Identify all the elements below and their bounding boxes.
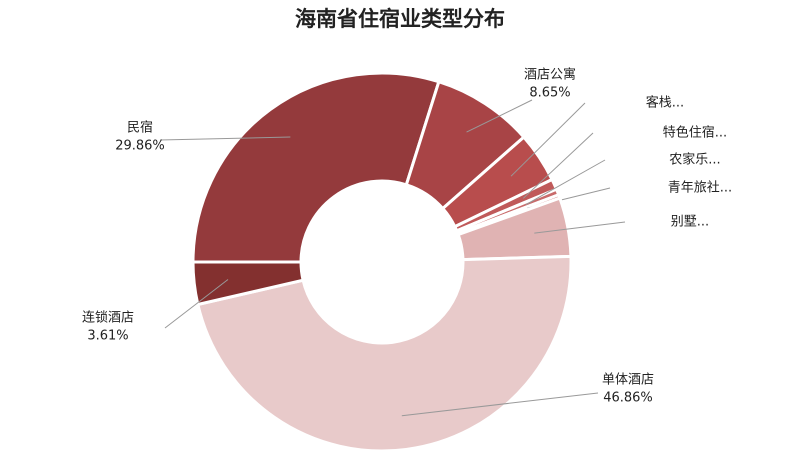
value-label: 8.65%	[529, 86, 570, 101]
slice	[196, 254, 573, 453]
category-label: 特色住宿...	[663, 125, 727, 141]
leader-line	[510, 102, 586, 177]
value-label: 3.61%	[87, 329, 128, 344]
category-label: 酒店公寓	[524, 67, 576, 83]
category-label: 农家乐...	[669, 152, 720, 168]
leader-line	[401, 392, 599, 417]
category-label: 连锁酒店	[82, 310, 134, 326]
category-label: 民宿	[127, 120, 153, 136]
leader-line	[164, 279, 229, 329]
value-label: 29.86%	[115, 139, 165, 154]
leader-line	[159, 136, 291, 141]
slice	[191, 260, 305, 307]
leader-line	[522, 132, 594, 199]
category-label: 客栈...	[646, 95, 684, 111]
leader-line	[525, 159, 606, 206]
category-label: 别墅...	[671, 215, 709, 230]
category-label: 青年旅社...	[668, 180, 732, 196]
category-label: 单体酒店	[602, 373, 654, 388]
leader-line	[466, 99, 533, 133]
leader-line	[534, 221, 626, 234]
slice	[191, 71, 441, 264]
chart-title: 海南省住宿业类型分布	[295, 7, 505, 31]
value-label: 46.86%	[603, 391, 653, 406]
